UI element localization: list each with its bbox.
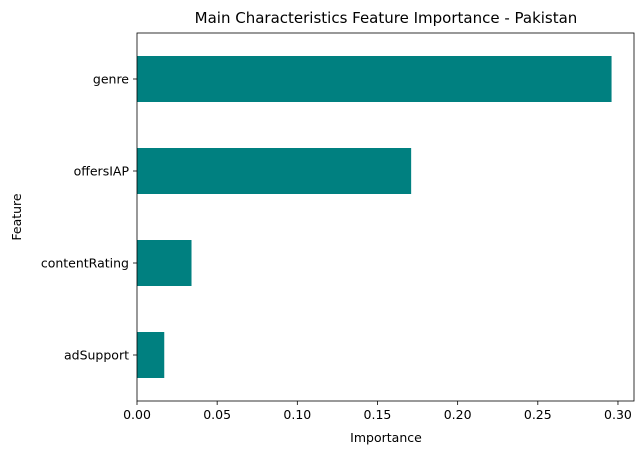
bar-genre <box>137 56 612 102</box>
y-tick-label: genre <box>93 72 129 87</box>
x-tick-label: 0.30 <box>604 407 632 422</box>
y-tick-label: adSupport <box>64 348 129 363</box>
bar-offersIAP <box>137 148 412 194</box>
x-tick-label: 0.00 <box>123 407 151 422</box>
x-tick-label: 0.10 <box>283 407 311 422</box>
x-tick-label: 0.20 <box>444 407 472 422</box>
plot-frame <box>136 32 635 402</box>
y-axis-label: Feature <box>9 193 24 241</box>
bar-contentRating <box>137 240 192 286</box>
x-tick-label: 0.25 <box>524 407 552 422</box>
x-tick-label: 0.15 <box>364 407 392 422</box>
chart-title: Main Characteristics Feature Importance … <box>195 9 578 27</box>
bar-adSupport <box>137 332 165 378</box>
y-tick-label: offersIAP <box>74 164 130 179</box>
plot-area: genre offersIAP contentRating adSupport 0.00… <box>41 32 635 422</box>
x-axis-label: Importance <box>350 430 422 445</box>
y-tick-label: contentRating <box>41 256 129 271</box>
x-tick-label: 0.05 <box>203 407 231 422</box>
